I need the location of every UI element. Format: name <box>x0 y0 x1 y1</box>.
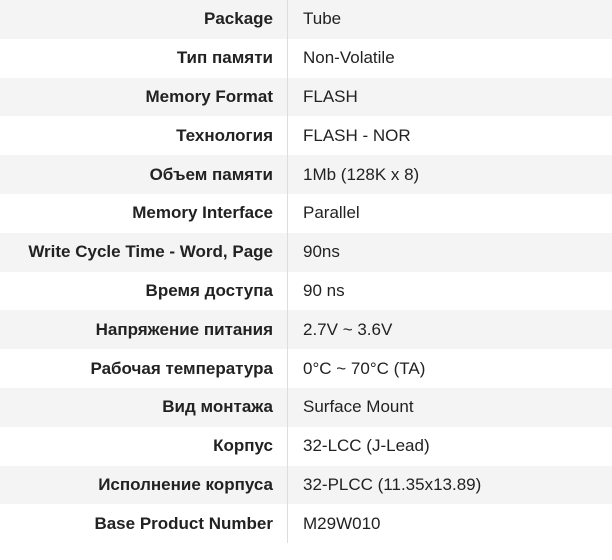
spec-label: Время доступа <box>145 280 273 300</box>
spec-label: Исполнение корпуса <box>98 474 273 494</box>
spec-value: 0°C ~ 70°C (TA) <box>287 349 612 388</box>
spec-row: Memory Format FLASH <box>0 77 612 117</box>
spec-row: Технология FLASH - NOR <box>0 116 612 156</box>
product-specs-table: Package Tube Тип памяти Non-Volatile Mem… <box>0 0 612 544</box>
spec-value: Tube <box>287 0 612 39</box>
spec-value: FLASH - NOR <box>287 116 612 156</box>
spec-value: M29W010 <box>287 504 612 544</box>
spec-label: Напряжение питания <box>95 319 273 339</box>
spec-label: Тип памяти <box>176 48 273 68</box>
spec-label: Base Product Number <box>94 513 273 533</box>
spec-value: 32-LCC (J-Lead) <box>287 426 612 466</box>
spec-value: Parallel <box>287 193 612 233</box>
spec-row: Base Product Number M29W010 <box>0 504 612 544</box>
spec-row: Объем памяти 1Mb (128K x 8) <box>0 155 612 194</box>
spec-value: 32-PLCC (11.35x13.89) <box>287 465 612 505</box>
spec-row: Корпус 32-LCC (J-Lead) <box>0 426 612 466</box>
spec-row: Write Cycle Time - Word, Page 90ns <box>0 232 612 272</box>
spec-label: Вид монтажа <box>162 397 273 417</box>
spec-row: Время доступа 90 ns <box>0 271 612 311</box>
spec-row: Вид монтажа Surface Mount <box>0 387 612 427</box>
spec-value: 1Mb (128K x 8) <box>287 155 612 194</box>
spec-label: Корпус <box>213 436 273 456</box>
spec-value: 2.7V ~ 3.6V <box>287 310 612 350</box>
spec-row: Тип памяти Non-Volatile <box>0 38 612 78</box>
spec-label: Рабочая температура <box>90 358 273 378</box>
spec-value: 90 ns <box>287 271 612 311</box>
spec-value: FLASH <box>287 77 612 117</box>
spec-row: Package Tube <box>0 0 612 39</box>
spec-row: Рабочая температура 0°C ~ 70°C (TA) <box>0 349 612 388</box>
spec-label: Package <box>204 9 273 29</box>
spec-value: 90ns <box>287 232 612 272</box>
spec-label: Объем памяти <box>149 164 273 184</box>
spec-row: Memory Interface Parallel <box>0 193 612 233</box>
spec-row: Напряжение питания 2.7V ~ 3.6V <box>0 310 612 350</box>
spec-value: Surface Mount <box>287 387 612 427</box>
spec-row: Исполнение корпуса 32-PLCC (11.35x13.89) <box>0 465 612 505</box>
spec-value: Non-Volatile <box>287 38 612 78</box>
spec-label: Технология <box>176 125 273 145</box>
spec-label: Memory Interface <box>132 203 273 223</box>
spec-label: Memory Format <box>145 86 273 106</box>
spec-label: Write Cycle Time - Word, Page <box>28 242 273 262</box>
